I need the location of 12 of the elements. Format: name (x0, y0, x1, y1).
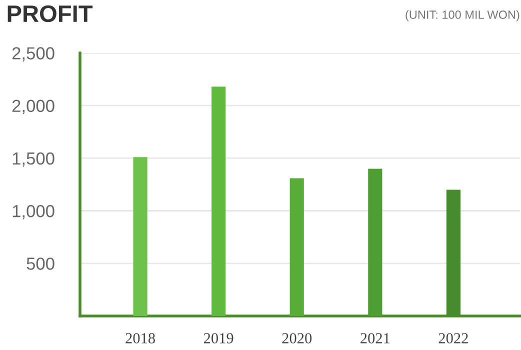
x-tick-label: 2020 (282, 333, 312, 344)
y-tick-label: 500 (26, 258, 54, 270)
chart-title: PROFIT (8, 5, 93, 22)
text: (UNIT: 100 MIL WON) (406, 10, 520, 22)
y-tick-label: 1,500 (12, 152, 54, 167)
x-tick-label: 2022 (438, 333, 468, 344)
x-tick-label: 2019 (204, 333, 234, 344)
x-tick-label: 2018 (126, 333, 155, 344)
y-tick-label: 1,000 (12, 204, 54, 220)
y-tick-label: 2,000 (12, 100, 54, 114)
y-tick-label: 2,500 (12, 47, 54, 62)
x-tick-label: 2021 (360, 333, 390, 344)
